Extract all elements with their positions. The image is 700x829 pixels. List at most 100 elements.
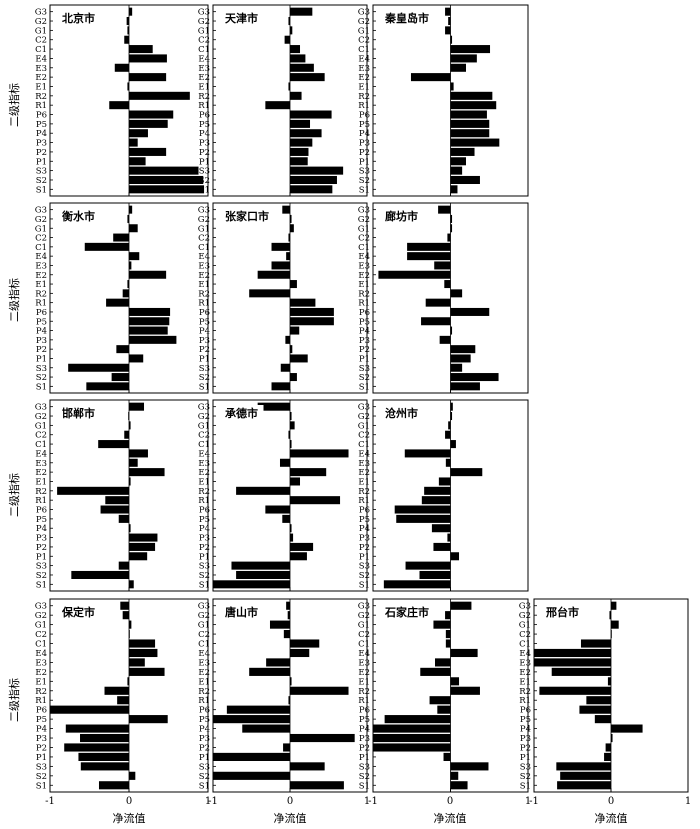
y-tick-label: G3 [35,8,47,18]
y-tick-label: G3 [358,403,370,413]
y-tick-label: R1 [198,101,210,111]
y-tick-label: S2 [359,373,370,383]
bar [290,307,334,316]
y-tick-label: S1 [36,580,47,590]
y-tick-label: P5 [520,715,531,725]
y-tick-label: E4 [358,649,370,659]
y-axis-label-row-3: 二级指标 [7,473,21,517]
y-tick-label: E2 [35,668,47,678]
bar [288,82,290,91]
bar [129,129,148,138]
y-tick-label: P3 [36,734,47,744]
x-axis-label: 净流值 [595,811,628,825]
bar [236,570,290,579]
y-tick-label: E2 [358,271,370,281]
y-tick-label: G2 [358,611,370,621]
y-tick-label: R1 [519,696,531,706]
bar [290,686,349,695]
y-tick-label: P3 [36,139,47,149]
y-tick-label: E3 [198,658,210,668]
panel-title: 邯郸市 [62,406,95,420]
y-tick-label: S3 [199,562,210,572]
y-tick-label: P3 [36,336,47,346]
bar [129,119,168,128]
y-tick-label: P3 [199,734,210,744]
bar [129,524,131,533]
bar [57,486,129,495]
panel-title-background [381,604,435,620]
y-tick-label: E4 [519,649,531,659]
bar [129,205,133,214]
bar [378,270,451,279]
y-tick-label: R1 [358,101,370,111]
y-tick-label: C1 [358,640,370,650]
bar [431,524,451,533]
bar [290,224,294,233]
bar [445,430,451,439]
bar [290,412,292,421]
y-tick-label: C1 [198,243,210,253]
bar [129,73,167,82]
bar [450,138,500,147]
y-tick-label: C1 [198,640,210,650]
y-tick-label: E1 [35,280,47,290]
y-tick-label: G2 [358,17,370,27]
y-tick-label: P4 [359,524,370,534]
bar [129,771,136,780]
bar [373,724,451,733]
x-tick-label: -1 [529,796,539,807]
y-tick-label: E4 [35,252,47,262]
chart-panel: G3G2G1C2C1E4E3E2E1R2R1P6P5P4P3P2P1S3S2S1… [358,4,529,197]
y-tick-label: E3 [35,658,47,668]
y-tick-label: C1 [35,440,47,450]
y-tick-label: C2 [198,36,210,46]
y-tick-label: S3 [359,562,370,572]
bar [450,82,454,91]
bar [539,686,611,695]
y-tick-label: P5 [359,715,370,725]
y-tick-label: P5 [359,317,370,327]
bar [450,601,472,610]
bar [290,354,308,363]
y-tick-label: E4 [198,252,210,262]
y-tick-label: S1 [359,185,370,195]
bar [288,696,290,705]
y-tick-label: P1 [36,552,47,562]
y-tick-label: P1 [199,157,210,167]
bar [405,561,451,570]
y-tick-label: G3 [198,206,210,216]
y-tick-label: C2 [358,234,370,244]
bar [118,514,129,523]
y-tick-label: S3 [36,762,47,772]
bar [129,715,168,724]
y-tick-label: G1 [519,621,531,631]
y-tick-label: P6 [36,308,47,318]
bar [450,157,466,166]
bar [129,421,131,430]
y-tick-label: C2 [35,36,47,46]
bar [116,345,129,354]
bar [279,458,290,467]
y-tick-label: P4 [36,129,47,139]
bar [290,440,292,449]
y-tick-label: S3 [36,364,47,374]
bar [290,477,301,486]
bar [551,667,611,676]
y-tick-label: S2 [36,176,47,186]
x-axis-label: 净流值 [113,811,146,825]
y-tick-label: E2 [198,668,210,678]
y-tick-label: G3 [519,602,531,612]
panel-title: 秦皇岛市 [384,11,429,25]
bar [450,326,453,335]
bar [118,561,129,570]
y-tick-label: E1 [519,677,531,687]
x-tick-label: -1 [45,796,55,807]
y-tick-label: R1 [35,101,47,111]
x-tick-label: 1 [525,796,531,807]
bar [271,242,290,251]
y-tick-label: P4 [359,129,370,139]
y-tick-label: P1 [359,753,370,763]
panel-title: 北京市 [62,11,95,25]
bar [586,696,611,705]
bar [290,214,292,223]
